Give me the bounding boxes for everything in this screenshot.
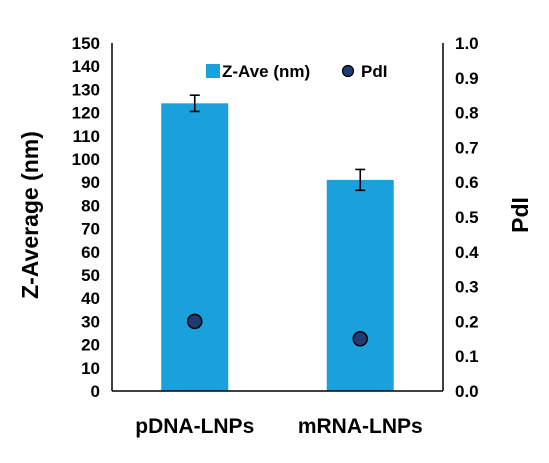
x-category-label: mRNA-LNPs [298, 415, 423, 438]
y2-axis-title: PdI [507, 197, 533, 233]
y2-tick-label: 0.7 [455, 138, 479, 157]
bar [161, 103, 229, 391]
y-tick-label: 60 [81, 243, 100, 262]
y-tick-label: 130 [72, 80, 100, 99]
y2-tick-label: 0.1 [455, 347, 479, 366]
y2-tick-label: 0.9 [455, 69, 479, 88]
legend-swatch-point [341, 64, 355, 78]
y-axis-title: Z-Average (nm) [17, 131, 43, 299]
y-tick-label: 80 [81, 196, 100, 215]
y-tick-label: 150 [72, 34, 100, 53]
y-tick-label: 90 [81, 173, 100, 192]
y2-tick-label: 0.4 [455, 243, 479, 262]
bars-layer [161, 94, 394, 391]
y2-tick-label: 0.8 [455, 104, 479, 123]
axes-layer [111, 43, 444, 392]
y-tick-label: 110 [73, 127, 100, 146]
pdi-point [187, 313, 203, 330]
y2-tick-label: 0.2 [455, 312, 479, 331]
y-tick-label: 30 [81, 312, 100, 331]
y-tick-label: 120 [72, 104, 100, 123]
pdi-point [352, 331, 368, 347]
y2-tick-label: 0.6 [455, 173, 479, 192]
legend: Z-Ave (nm) PdI [206, 62, 387, 81]
y2-tick-label: 0.0 [455, 382, 479, 401]
bar [326, 179, 394, 391]
legend-label: PdI [361, 62, 387, 81]
y-tick-label: 20 [81, 336, 100, 355]
points-layer [187, 313, 368, 347]
legend-swatch-bar [206, 64, 220, 78]
x-category-label: pDNA-LNPs [135, 415, 254, 438]
y2-tick-label: 0.3 [455, 278, 479, 297]
y2-tick-label: 0.5 [455, 208, 479, 227]
ticks-layer: 0 10 20 30 40 50 60 70 80 90 100 110 120 130 140 150 0.0… [72, 34, 480, 438]
y-tick-label: 40 [81, 289, 100, 308]
y-tick-label: 100 [72, 150, 100, 169]
legend-label: Z-Ave (nm) [222, 62, 310, 81]
y-tick-label: 10 [81, 359, 100, 378]
y-tick-label: 50 [81, 266, 100, 285]
y2-tick-label: 1.0 [455, 34, 479, 53]
y-tick-label: 140 [72, 57, 100, 76]
y-tick-label: 0 [91, 382, 100, 401]
y-tick-label: 70 [81, 220, 100, 239]
